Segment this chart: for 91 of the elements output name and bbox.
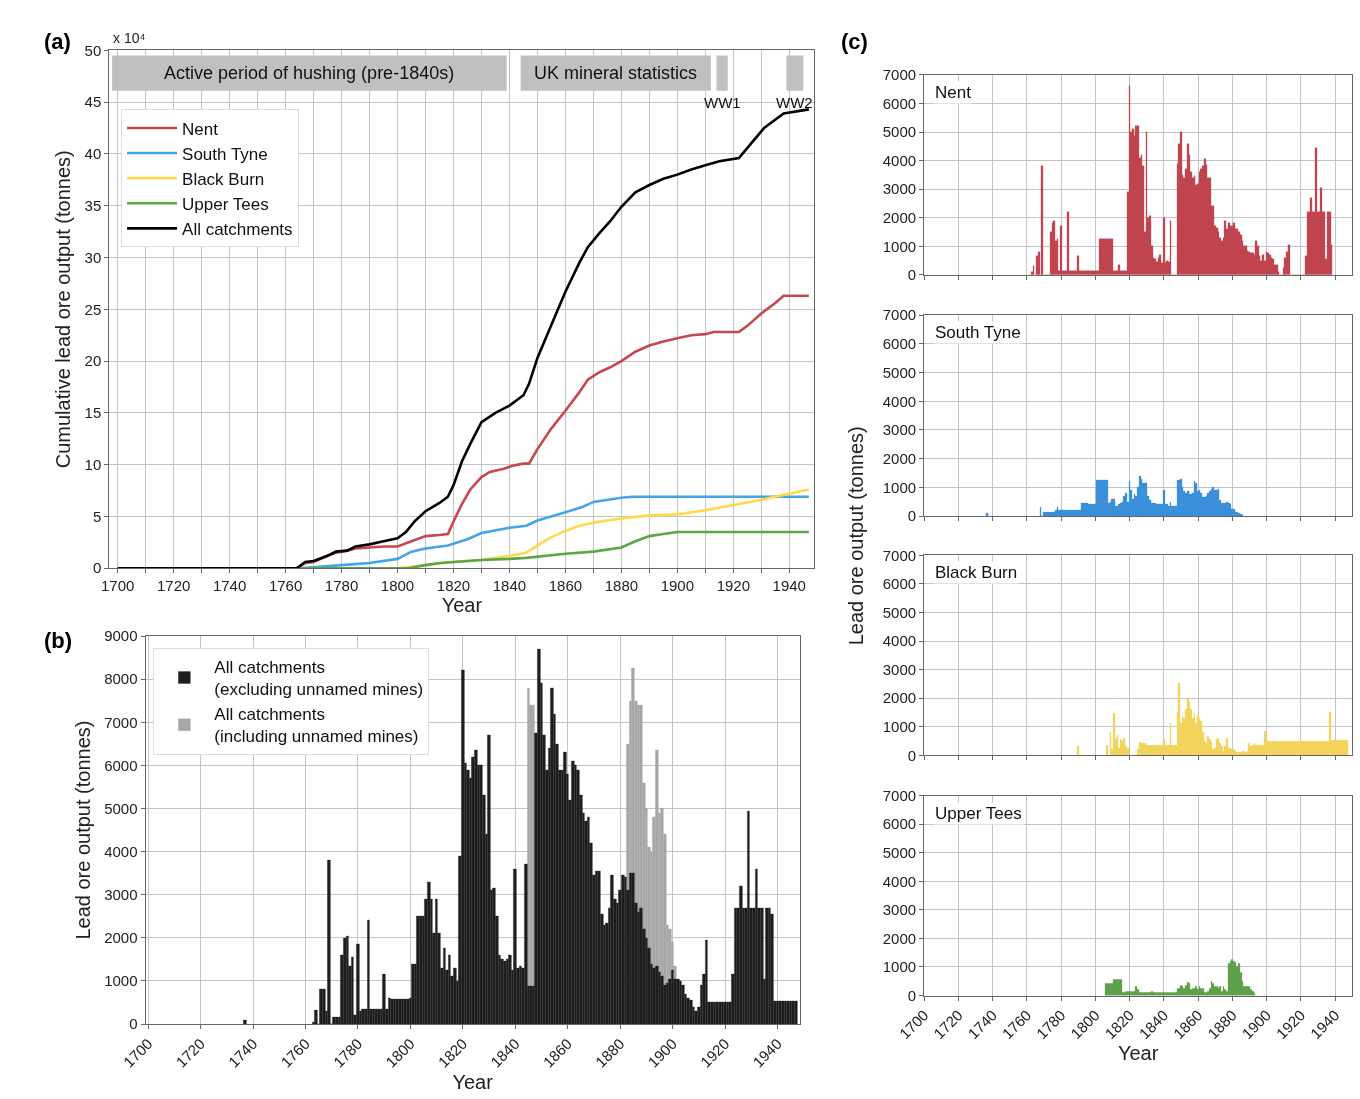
x-tick-label: 1840 — [492, 577, 527, 595]
y-tick-label: 3000 — [104, 886, 138, 903]
x-tick-label: 1860 — [548, 577, 583, 595]
x-tick-label: 1940 — [772, 577, 806, 595]
y-tick-label: 5000 — [104, 799, 138, 817]
y-tick-label: 7000 — [104, 713, 138, 731]
y-tick-label: 7000 — [882, 306, 917, 324]
y-tick-label: 5000 — [882, 363, 917, 381]
text: x 10⁴ — [113, 30, 146, 46]
x-axis-title: Year — [1117, 1042, 1159, 1065]
y-tick-label: 7000 — [882, 66, 917, 84]
x-tick-label: 1900 — [660, 577, 695, 595]
band-label: WW1 — [704, 94, 741, 111]
y-tick-label: 4000 — [882, 392, 917, 410]
y-tick-label: 20 — [84, 352, 102, 370]
legend-label: Upper Tees — [182, 194, 269, 214]
y-tick-label: 4000 — [104, 842, 138, 860]
y-tick-label: 2000 — [882, 929, 917, 947]
y-axis-title: Lead ore output (tonnes) — [71, 720, 94, 940]
y-tick-label: 0 — [907, 746, 917, 764]
legend-label: All catchments — [182, 220, 293, 239]
y-tick-label: 5000 — [882, 603, 917, 621]
x-tick-label: 1720 — [156, 577, 191, 595]
y-tick-label: 1000 — [882, 478, 917, 496]
x-axis-title: Year — [452, 1070, 494, 1093]
x-tick-label: 1820 — [436, 577, 471, 595]
x-tick-label: 1880 — [604, 577, 639, 595]
text: South Tyne — [935, 323, 1021, 342]
x-tick-label: 1800 — [380, 577, 415, 595]
chart-title: (a) — [44, 29, 71, 54]
legend-label: South Tyne — [182, 144, 268, 164]
y-tick-label: 35 — [84, 196, 102, 214]
y-tick-label: 5 — [92, 507, 102, 525]
y-tick-label: 2000 — [882, 689, 917, 707]
y-tick-label: 0 — [92, 559, 102, 577]
y-axis-title: Lead ore output (tonnes) — [844, 426, 867, 646]
band-label: UK mineral statistics — [534, 63, 698, 83]
x-tick-label: 1740 — [212, 577, 247, 595]
y-tick-label: 0 — [907, 266, 917, 284]
y-tick-label: 45 — [84, 93, 102, 111]
x-tick-label: 1780 — [324, 577, 359, 595]
band-label: Active period of hushing (pre-1840s) — [164, 63, 455, 83]
y-tick-label: 15 — [84, 404, 102, 422]
legend-label: All catchments (excluding unnamed mines) — [214, 658, 424, 700]
y-tick-label: 3000 — [882, 901, 917, 919]
y-tick-label: 0 — [907, 986, 917, 1004]
y-tick-label: 6000 — [882, 815, 917, 833]
x-tick-label: 1760 — [268, 577, 303, 595]
y-tick-label: 2000 — [104, 929, 138, 947]
y-tick-label: 0 — [129, 1015, 138, 1033]
y-tick-label: 4000 — [882, 632, 917, 650]
legend-label: Black Burn — [182, 169, 265, 189]
y-tick-label: 6000 — [882, 575, 917, 593]
y-tick-label: 2000 — [882, 449, 917, 467]
y-tick-label: 5000 — [882, 123, 917, 141]
y-tick-label: 6000 — [882, 335, 917, 353]
text: Black Burn — [935, 563, 1018, 582]
chart-title: (c) — [841, 29, 868, 54]
y-tick-label: 2000 — [882, 208, 917, 226]
y-axis-title: Cumulative lead ore output (tonnes) — [52, 150, 75, 469]
x-tick-label: 1920 — [716, 577, 751, 595]
y-tick-label: 10 — [84, 455, 102, 473]
y-tick-label: 1000 — [882, 237, 917, 255]
y-tick-label: 8000 — [104, 670, 138, 688]
y-tick-label: 40 — [84, 145, 102, 163]
y-tick-label: 9000 — [104, 627, 138, 645]
legend-label: Nent — [182, 119, 219, 139]
x-tick-label: 1700 — [100, 577, 135, 595]
y-tick-label: 7000 — [882, 786, 917, 804]
y-tick-label: 5000 — [882, 843, 917, 861]
y-tick-label: 7000 — [882, 546, 917, 564]
y-tick-label: 0 — [907, 507, 917, 525]
y-tick-label: 4000 — [882, 151, 917, 169]
y-tick-label: 50 — [84, 41, 102, 59]
y-tick-label: 4000 — [882, 872, 917, 890]
y-tick-label: 30 — [84, 248, 102, 266]
y-tick-label: 1000 — [882, 958, 917, 976]
x-axis-title: Year — [441, 594, 483, 617]
y-tick-label: 3000 — [882, 180, 917, 198]
y-tick-label: 3000 — [882, 421, 917, 439]
band-label: WW2 — [776, 94, 813, 111]
y-tick-label: 1000 — [104, 972, 138, 990]
y-tick-label: 6000 — [104, 756, 138, 774]
y-tick-label: 25 — [84, 300, 102, 318]
legend-label: All catchments (including unnamed mines) — [214, 705, 419, 747]
y-tick-label: 3000 — [882, 660, 917, 678]
text: Nent — [935, 83, 972, 102]
text: Upper Tees — [935, 804, 1022, 823]
y-tick-label: 6000 — [882, 94, 917, 112]
chart-title: (b) — [44, 628, 73, 653]
y-tick-label: 1000 — [882, 717, 917, 735]
